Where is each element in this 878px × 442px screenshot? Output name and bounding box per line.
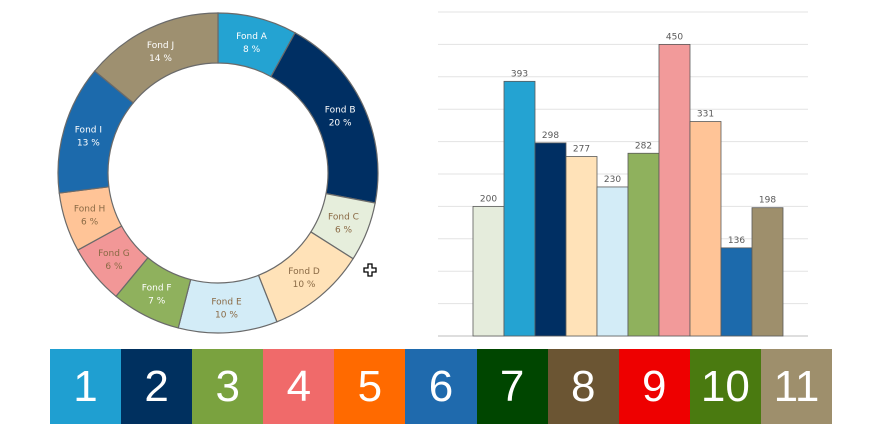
bar-value-label: 450 [666, 32, 683, 42]
slice-label: Fond I [75, 125, 102, 135]
slice-label: Fond C [328, 213, 359, 223]
bar-value-label: 230 [604, 175, 621, 185]
palette-swatch: 8 [547, 349, 619, 424]
bar-value-label: 198 [759, 196, 776, 206]
palette-swatch: 2 [121, 349, 193, 424]
palette-swatch: 3 [192, 349, 264, 424]
bar [751, 207, 784, 337]
palette-swatch: 4 [263, 349, 335, 424]
slice-label: Fond H [74, 205, 105, 215]
bar-value-label: 200 [480, 194, 497, 204]
slice-percent-label: 6 % [335, 226, 353, 236]
donut-slice [270, 31, 379, 204]
donut-chart: Fond A 8 % Fond B 20 % Fond C 6 % Fond D 10 % Fo… [57, 12, 379, 334]
slice-label: Fond B [325, 106, 356, 116]
slice-label: Fond D [288, 267, 320, 277]
move-cursor-icon [363, 263, 377, 277]
slice-percent-label: 20 % [329, 119, 352, 129]
bar [503, 80, 536, 337]
bar [472, 205, 505, 337]
slice-label: Fond F [142, 283, 172, 293]
palette-swatch: 11 [760, 349, 833, 424]
bar-chart: 200 393 298 277 230 282 450 331 136 198 [438, 11, 808, 337]
palette-swatch: 6 [405, 349, 477, 424]
bar [596, 186, 629, 337]
bar-value-label: 331 [697, 110, 714, 120]
palette-swatch: 5 [334, 349, 406, 424]
bar-value-label: 282 [635, 141, 652, 151]
palette-swatch: 10 [689, 349, 761, 424]
bar [658, 44, 691, 337]
slice-percent-label: 6 % [81, 218, 99, 228]
bar [565, 156, 598, 337]
bar-value-label: 393 [511, 69, 528, 79]
slice-percent-label: 13 % [77, 138, 100, 148]
slice-percent-label: 10 % [293, 280, 316, 290]
slice-percent-label: 8 % [243, 45, 261, 55]
slice-label: Fond A [236, 32, 268, 42]
slice-percent-label: 7 % [148, 296, 166, 306]
slice-label: Fond G [98, 249, 130, 259]
palette-swatch: 7 [476, 349, 548, 424]
slice-label: Fond J [147, 41, 174, 51]
slice-percent-label: 6 % [105, 262, 123, 272]
color-palette: 1 2 3 4 5 6 7 8 9 10 11 [50, 349, 833, 424]
palette-swatch: 9 [618, 349, 690, 424]
palette-swatch: 1 [50, 349, 122, 424]
donut-slice [93, 12, 219, 104]
bar-value-label: 298 [542, 131, 559, 141]
bar [689, 121, 722, 337]
bar [534, 142, 567, 337]
slice-percent-label: 14 % [149, 54, 172, 64]
bar [627, 152, 660, 337]
slice-percent-label: 10 % [215, 311, 238, 321]
bar-value-label: 136 [728, 236, 745, 246]
slice-label: Fond E [211, 298, 242, 308]
bar-value-label: 277 [573, 145, 590, 155]
bar [720, 247, 753, 337]
